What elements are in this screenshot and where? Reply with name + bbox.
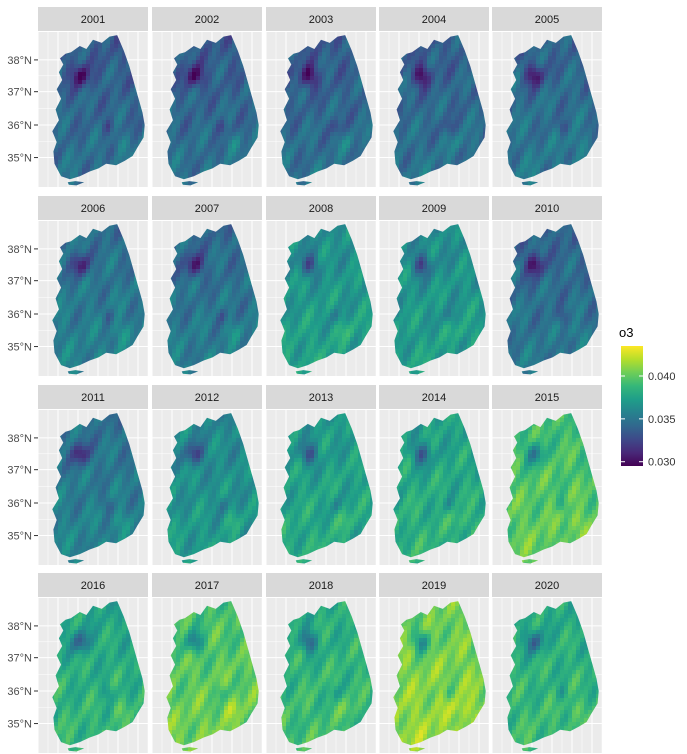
facet-panel-2015: 2015 — [491, 385, 603, 565]
facet-strip-label: 2011 — [81, 392, 105, 404]
facet-strip-label: 2008 — [309, 203, 333, 215]
legend-ticks: 0.030 0.035 0.040 — [621, 371, 676, 469]
facet-strip — [152, 385, 262, 409]
facet-panel-2020: 2020 — [491, 573, 603, 753]
legend-tick-label: 0.030 — [648, 457, 676, 469]
facet-strip — [266, 573, 376, 597]
facet-strip — [379, 573, 489, 597]
facet-strip — [38, 385, 148, 409]
facet-strip-label: 2014 — [422, 392, 446, 404]
facet-panel-2004: 2004 — [378, 7, 490, 187]
latitude-label: 37°N — [7, 87, 32, 99]
facet-strip-label: 2006 — [81, 203, 105, 215]
facet-strip — [492, 573, 602, 597]
facet-strip — [379, 7, 489, 31]
latitude-label: 35°N — [7, 342, 32, 354]
facet-strip-label: 2016 — [81, 580, 105, 592]
color-legend: o3 0.030 0.035 0.040 — [619, 325, 676, 469]
facet-strip-label: 2017 — [195, 580, 219, 592]
facet-strip — [266, 7, 376, 31]
latitude-axes: 38°N 37°N 36°N 35°N 38°N 37°N 36°N 35°N 38°N 37°N… — [7, 55, 38, 731]
facet-strip — [266, 385, 376, 409]
facet-strip — [379, 196, 489, 220]
latitude-label: 36°N — [7, 309, 32, 321]
latitude-label: 35°N — [7, 719, 32, 731]
facet-panel-2016: 2016 — [37, 573, 149, 753]
facet-strip-label: 2007 — [195, 203, 219, 215]
legend-colorbar — [621, 346, 643, 466]
legend-tick-label: 0.040 — [648, 371, 676, 383]
facet-strip — [38, 7, 148, 31]
latitude-label: 36°N — [7, 120, 32, 132]
facet-strip-label: 2020 — [535, 580, 559, 592]
legend-title: o3 — [619, 325, 633, 340]
facet-panel-2018: 2018 — [265, 573, 377, 753]
facet-panel-2012: 2012 — [151, 385, 263, 565]
facet-strip — [379, 385, 489, 409]
legend-tick-label: 0.035 — [648, 414, 676, 426]
latitude-label: 37°N — [7, 653, 32, 665]
facet-strip-label: 2004 — [422, 14, 446, 26]
latitude-label: 37°N — [7, 276, 32, 288]
facet-strip-label: 2018 — [309, 580, 333, 592]
facet-strip-label: 2005 — [535, 14, 559, 26]
facet-strip — [152, 196, 262, 220]
facet-panel-2011: 2011 — [37, 385, 149, 565]
facet-strip — [492, 7, 602, 31]
facet-panel-2017: 2017 — [151, 573, 263, 753]
facet-panel-2001: 2001 — [37, 7, 149, 187]
facet-panel-2002: 2002 — [151, 7, 263, 187]
latitude-label: 35°N — [7, 153, 32, 165]
facet-panel-2003: 2003 — [265, 7, 377, 187]
latitude-label: 38°N — [7, 244, 32, 256]
facet-panel-2008: 2008 — [265, 196, 377, 376]
facet-strip — [492, 385, 602, 409]
facet-panel-2009: 2009 — [378, 196, 490, 376]
latitude-label: 38°N — [7, 55, 32, 67]
latitude-label: 36°N — [7, 686, 32, 698]
facet-strip — [492, 196, 602, 220]
facet-strip-label: 2013 — [309, 392, 333, 404]
facet-strip-label: 2001 — [81, 14, 105, 26]
facet-strip-label: 2019 — [422, 580, 446, 592]
facet-strip-label: 2003 — [309, 14, 333, 26]
facet-panels: 2001 2002 2003 2004 2005 2006 2007 2008 2009 2010… — [37, 7, 603, 753]
facet-panel-2007: 2007 — [151, 196, 263, 376]
latitude-label: 38°N — [7, 433, 32, 445]
facet-strip-label: 2009 — [422, 203, 446, 215]
facet-strip — [38, 573, 148, 597]
facet-strip-label: 2010 — [535, 203, 559, 215]
ozone-map-2005 — [506, 35, 599, 186]
facet-strip-label: 2015 — [535, 392, 559, 404]
facet-strip — [38, 196, 148, 220]
facet-strip-label: 2012 — [195, 392, 219, 404]
latitude-label: 38°N — [7, 621, 32, 633]
facet-panel-2019: 2019 — [378, 573, 490, 753]
latitude-label: 36°N — [7, 498, 32, 510]
facet-panel-2014: 2014 — [378, 385, 490, 565]
latitude-label: 35°N — [7, 531, 32, 543]
facet-panel-2006: 2006 — [37, 196, 149, 376]
facet-panel-2013: 2013 — [265, 385, 377, 565]
latitude-label: 37°N — [7, 465, 32, 477]
facet-panel-2010: 2010 — [491, 196, 603, 376]
facet-panel-2005: 2005 — [491, 7, 603, 187]
facet-strip — [266, 196, 376, 220]
facet-strip — [152, 573, 262, 597]
facet-strip — [152, 7, 262, 31]
facet-strip-label: 2002 — [195, 14, 219, 26]
